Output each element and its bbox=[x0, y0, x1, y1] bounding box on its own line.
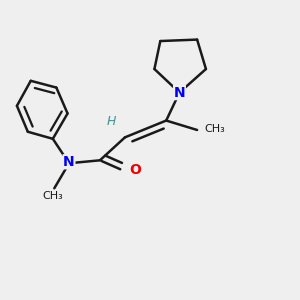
Text: CH₃: CH₃ bbox=[205, 124, 225, 134]
Text: H: H bbox=[106, 115, 116, 128]
Text: N: N bbox=[174, 85, 185, 100]
Text: N: N bbox=[63, 155, 75, 169]
Text: O: O bbox=[129, 163, 141, 177]
Text: CH₃: CH₃ bbox=[43, 191, 63, 201]
